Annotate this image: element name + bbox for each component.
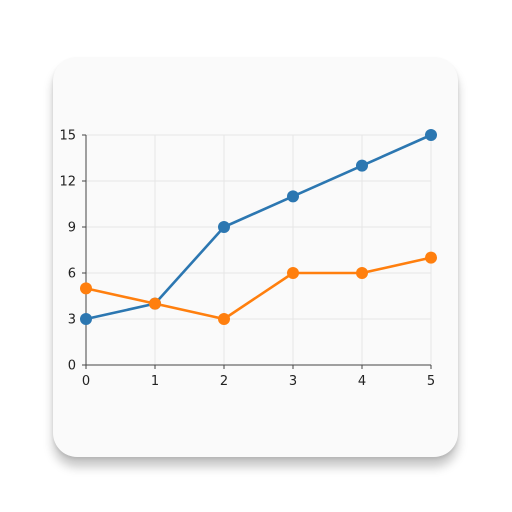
series-1-point	[80, 313, 92, 325]
x-tick-label: 2	[220, 374, 228, 389]
x-tick-label: 1	[151, 374, 159, 389]
series-1-point	[425, 129, 437, 141]
series-line-2	[85, 256, 432, 321]
series-2-point	[80, 282, 92, 295]
series-1-point	[218, 221, 230, 233]
series-points	[80, 129, 437, 325]
series-1-point	[356, 159, 368, 172]
y-tick-label: 6	[68, 267, 76, 282]
y-tick-label: 3	[68, 313, 76, 328]
y-tick-label: 12	[59, 175, 76, 190]
series-2-point	[425, 251, 437, 264]
series-line-1	[85, 133, 432, 321]
y-tick-label: 0	[68, 359, 76, 374]
series-2-point	[218, 313, 230, 325]
series-2-point	[356, 267, 368, 279]
x-tick-label: 0	[82, 374, 90, 389]
series-2-point	[287, 267, 299, 279]
x-tick-label: 5	[427, 374, 435, 389]
axes	[82, 134, 432, 369]
series-lines	[85, 133, 432, 321]
series-2-point	[149, 297, 161, 310]
x-tick-label: 4	[358, 374, 366, 389]
series-1-point	[287, 190, 299, 203]
app-icon-card	[53, 57, 458, 457]
grid-lines	[86, 134, 432, 365]
y-tick-label: 9	[68, 221, 76, 236]
y-tick-label: 15	[59, 129, 76, 144]
x-tick-label: 3	[289, 374, 297, 389]
